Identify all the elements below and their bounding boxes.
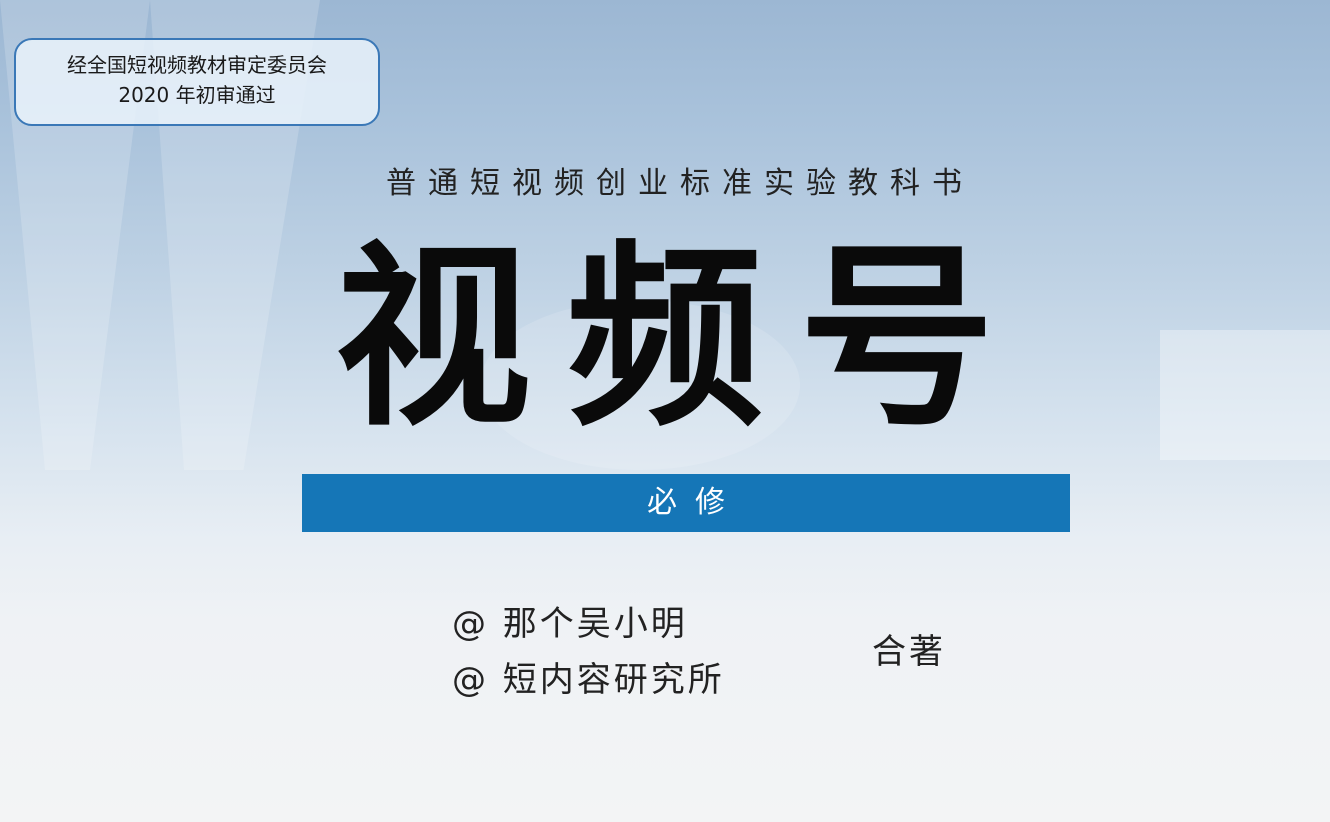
- edition-band: 必修: [302, 474, 1070, 532]
- book-title: 视频号: [334, 223, 1031, 453]
- approval-line-2: 2020 年初审通过: [118, 83, 276, 107]
- coauthor-note: 合著: [872, 632, 946, 672]
- author-item: @ 短内容研究所: [452, 660, 725, 700]
- background-watermark-shape: [1160, 330, 1330, 460]
- series-title: 普通短视频创业标准实验教科书: [386, 166, 974, 201]
- approval-badge: 经全国短视频教材审定委员会 2020 年初审通过: [14, 38, 380, 126]
- author-list: @ 那个吴小明 @ 短内容研究所: [452, 596, 725, 708]
- edition-label: 必修: [647, 485, 743, 520]
- background-watermark-shape: [480, 300, 800, 470]
- author-item: @ 那个吴小明: [452, 604, 688, 644]
- approval-line-1: 经全国短视频教材审定委员会: [67, 53, 327, 77]
